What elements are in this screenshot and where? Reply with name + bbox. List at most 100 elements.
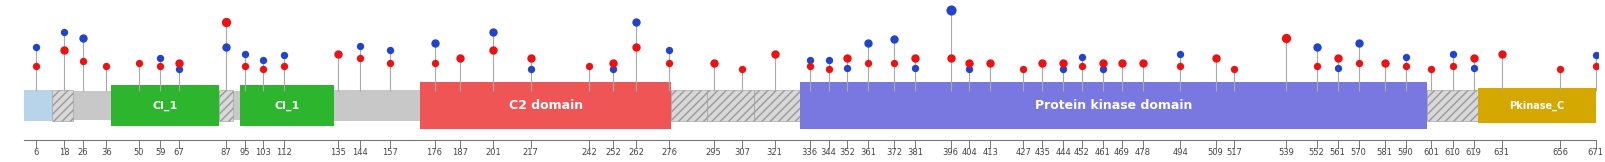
Point (231, 52, 257, 55)
Text: 570: 570 (1350, 148, 1366, 157)
Point (1438, 65, 1464, 67)
Point (1417, 68, 1443, 70)
Point (1547, 68, 1573, 70)
Point (1324, 57, 1350, 60)
Point (1488, 52, 1514, 55)
Point (22, 46, 48, 49)
Text: 321: 321 (766, 148, 782, 157)
Text: 444: 444 (1054, 148, 1071, 157)
Point (231, 65, 257, 67)
Bar (53, 90, 74, 121)
Bar (218, 90, 233, 121)
Text: 201: 201 (485, 148, 501, 157)
Point (377, 49, 403, 52)
Point (1029, 62, 1054, 64)
Bar (24, 90, 53, 121)
Bar (24, 91, 1595, 120)
Bar (1478, 88, 1595, 123)
Text: 352: 352 (839, 148, 855, 157)
Text: 656: 656 (1552, 148, 1568, 157)
Point (271, 65, 297, 67)
Text: 671: 671 (1587, 148, 1603, 157)
Point (422, 62, 448, 64)
Bar (421, 82, 671, 129)
Point (1050, 62, 1075, 64)
Bar (706, 90, 753, 121)
Point (1221, 68, 1247, 70)
Text: 381: 381 (907, 148, 923, 157)
Text: 404: 404 (961, 148, 976, 157)
Text: 176: 176 (427, 148, 443, 157)
Point (165, 62, 191, 64)
Text: 252: 252 (605, 148, 620, 157)
Point (576, 65, 602, 67)
Point (422, 41, 448, 44)
Text: 452: 452 (1074, 148, 1090, 157)
Point (957, 68, 982, 70)
Point (835, 57, 860, 60)
Text: 336: 336 (801, 148, 817, 157)
Point (656, 62, 682, 64)
Text: 295: 295 (705, 148, 721, 157)
Point (815, 58, 841, 61)
Point (71, 60, 96, 63)
Text: 307: 307 (733, 148, 750, 157)
Text: 396: 396 (942, 148, 958, 157)
Point (347, 44, 372, 47)
Text: 344: 344 (820, 148, 836, 157)
Text: 619: 619 (1465, 148, 1481, 157)
Bar (799, 82, 1425, 129)
Text: 6: 6 (34, 148, 39, 157)
Point (1303, 46, 1329, 49)
Point (881, 38, 907, 41)
Text: 59: 59 (154, 148, 165, 157)
Text: 26: 26 (77, 148, 88, 157)
Text: 135: 135 (331, 148, 347, 157)
Point (600, 62, 626, 64)
Text: 187: 187 (453, 148, 469, 157)
Text: 95: 95 (239, 148, 250, 157)
Point (326, 52, 351, 55)
Point (517, 68, 542, 70)
Text: 435: 435 (1034, 148, 1050, 157)
Point (1392, 65, 1417, 67)
Point (71, 36, 96, 39)
Point (250, 58, 276, 61)
Text: 561: 561 (1329, 148, 1345, 157)
Point (1583, 65, 1605, 67)
Point (213, 46, 239, 49)
Point (480, 49, 506, 52)
Point (1090, 68, 1115, 70)
Point (1069, 55, 1095, 58)
Text: 509: 509 (1207, 148, 1223, 157)
Point (480, 30, 506, 33)
Point (623, 21, 648, 23)
Point (761, 52, 786, 55)
Point (1202, 57, 1228, 60)
Text: 413: 413 (982, 148, 998, 157)
Text: 112: 112 (276, 148, 292, 157)
Bar (671, 90, 706, 121)
Text: Pkinase_C: Pkinase_C (1509, 100, 1563, 110)
Text: 461: 461 (1095, 148, 1111, 157)
Point (1069, 65, 1095, 67)
Point (729, 68, 754, 70)
Point (600, 68, 626, 70)
Point (1461, 66, 1486, 69)
Point (148, 57, 173, 60)
Text: 469: 469 (1114, 148, 1128, 157)
Point (1050, 68, 1075, 70)
Text: 361: 361 (860, 148, 876, 157)
Text: 581: 581 (1375, 148, 1392, 157)
Point (271, 54, 297, 56)
Point (1371, 62, 1396, 64)
Point (1167, 52, 1193, 55)
Point (1273, 36, 1298, 39)
Point (1461, 57, 1486, 60)
Point (977, 62, 1003, 64)
Point (902, 57, 928, 60)
Text: 103: 103 (255, 148, 271, 157)
Point (1167, 65, 1193, 67)
Bar (239, 85, 334, 126)
Text: 552: 552 (1308, 148, 1324, 157)
